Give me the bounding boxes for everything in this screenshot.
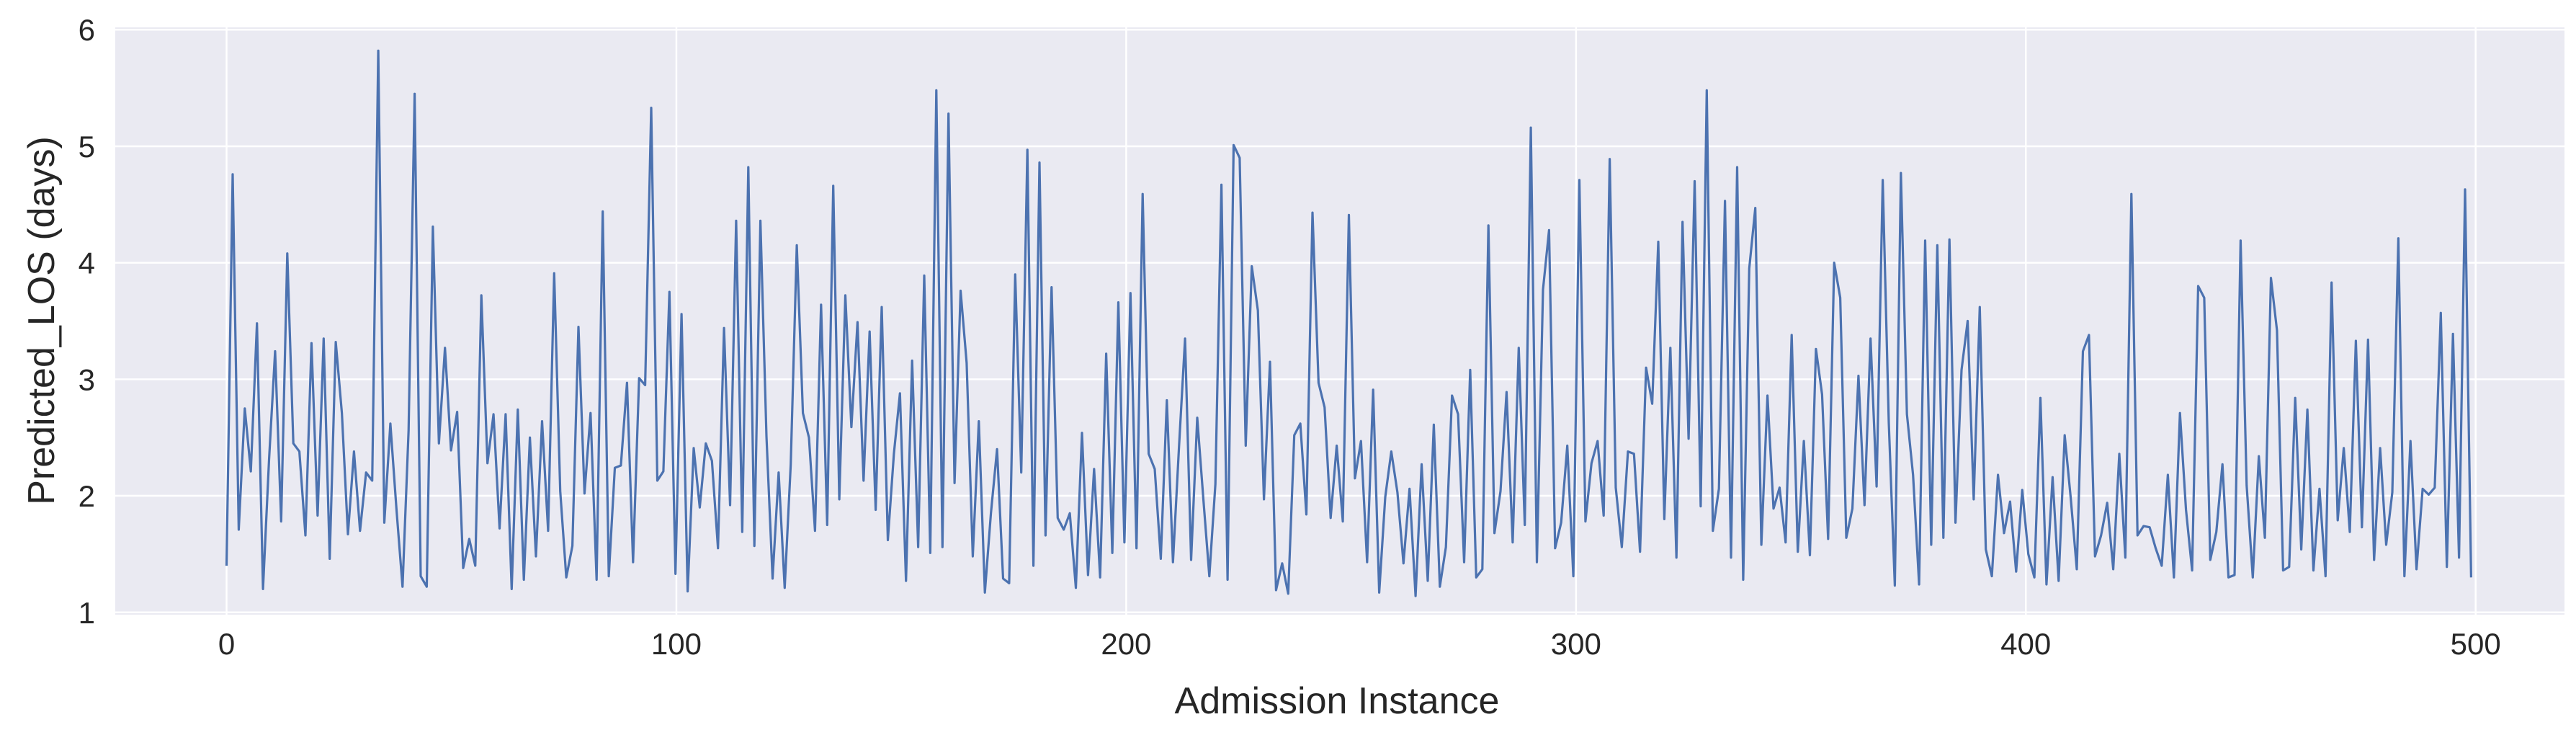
y-tick-label: 3 (79, 362, 95, 396)
y-tick-labels: 1 2 3 4 5 6 (79, 13, 95, 630)
y-tick-label: 6 (79, 13, 95, 47)
series-line (225, 49, 2472, 597)
plot-area-background (115, 27, 2564, 615)
y-tick-label: 1 (79, 596, 95, 630)
x-tick-label: 300 (1551, 627, 1601, 661)
y-tick-label: 5 (79, 130, 95, 164)
x-tick-label: 500 (2451, 627, 2501, 661)
x-tick-label: 0 (218, 627, 235, 661)
x-tick-label: 400 (2000, 627, 2051, 661)
x-tick-label: 100 (651, 627, 702, 661)
y-axis-label: Predicted_LOS (days) (21, 136, 63, 505)
y-tick-label: 2 (79, 479, 95, 513)
y-tick-label: 4 (79, 246, 95, 280)
x-tick-label: 200 (1101, 627, 1151, 661)
x-tick-labels: 0 100 200 300 400 500 (218, 627, 2501, 661)
grid-lines (115, 27, 2564, 615)
x-axis-label: Admission Instance (1175, 680, 1500, 722)
